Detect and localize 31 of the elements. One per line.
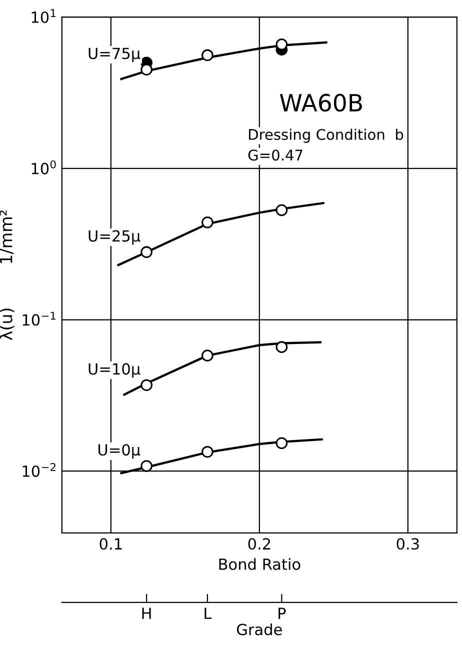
annotation: H [142,608,151,619]
series-label: U=25μ [88,230,140,245]
point [276,204,288,216]
annotation: G=0.47 [248,150,302,161]
point [202,216,214,228]
annotation: Dressing Condition b [248,128,404,143]
y-tick-label: 10$^{−1}$ [22,312,56,326]
series-label: U=75μ [88,48,140,62]
x-tick-label: 0.2 [248,538,270,550]
point [140,379,152,392]
point [202,350,214,362]
point [202,49,214,62]
x-tick-label: 0.3 [396,538,419,550]
point [276,341,288,353]
y-tick-label: 10$^{0}$ [32,160,56,174]
series-label: U=0μ [98,444,140,459]
annotation: P [278,608,286,619]
point [140,460,152,472]
x-tick-label: 0.1 [100,538,122,550]
annotation: WA60B [280,94,362,112]
x-axis-title: Bond Ratio [219,558,300,570]
annotation: L [204,608,212,619]
point [276,38,288,50]
point [140,64,152,76]
point [140,246,152,258]
point [202,446,214,458]
series-label: U=10μ [88,363,140,378]
y-tick-label: 10$^{−2}$ [22,463,56,477]
y-tick-label: 10$^{1}$ [32,9,56,24]
point [276,437,288,450]
x2-axis-title: Grade [236,623,282,636]
